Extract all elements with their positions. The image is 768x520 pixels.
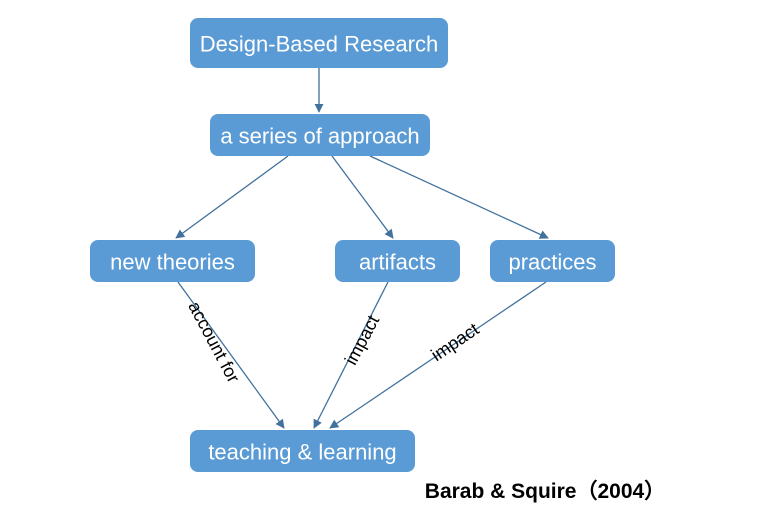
edge-label-practices-tl: impact	[427, 319, 482, 365]
nodes-layer: Design-Based Research a series of approac…	[90, 18, 615, 472]
node-practices: practices	[490, 240, 615, 282]
edge-label-theories-tl: account for	[184, 298, 243, 386]
edge-approach-artifacts	[332, 156, 393, 238]
node-label-theories: new theories	[110, 250, 235, 275]
citation-footer: Barab & Squire（2004）	[425, 479, 665, 503]
diagram-canvas: Design-Based Research a series of approac…	[0, 0, 768, 520]
node-label-root: Design-Based Research	[200, 32, 438, 57]
node-artifacts: artifacts	[335, 240, 460, 282]
node-label-artifacts: artifacts	[359, 250, 436, 275]
node-label-practices: practices	[508, 250, 596, 275]
node-approach: a series of approach	[210, 114, 430, 156]
edge-label-artifacts-tl: impact	[341, 312, 384, 368]
node-label-tl: teaching & learning	[208, 440, 396, 465]
edge-labels-layer: account for impact impact	[184, 298, 482, 386]
node-tl: teaching & learning	[190, 430, 415, 472]
node-root: Design-Based Research	[190, 18, 448, 68]
edge-approach-theories	[176, 156, 288, 238]
node-theories: new theories	[90, 240, 255, 282]
node-label-approach: a series of approach	[220, 124, 419, 149]
edge-approach-practices	[370, 156, 548, 238]
